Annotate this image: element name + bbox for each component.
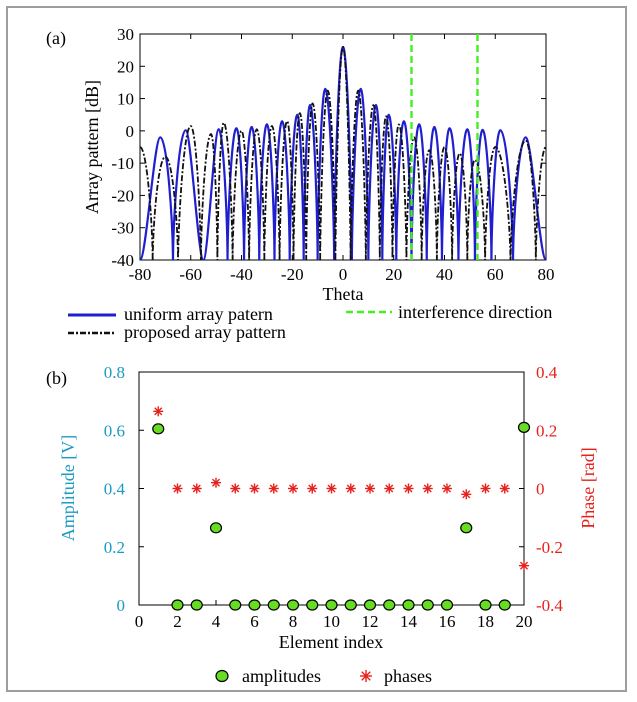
amplitude-point xyxy=(152,423,165,435)
amplitude-point xyxy=(517,421,531,433)
amplitude-point xyxy=(421,599,434,611)
x-tick-label-a: 40 xyxy=(436,265,453,284)
y-tick-label-b-right: -0.2 xyxy=(536,538,563,557)
y-tick-label-a: 30 xyxy=(117,25,134,44)
y-tick-label-b-right: -0.4 xyxy=(536,596,563,615)
y-tick-label-b-right: 0 xyxy=(536,480,545,499)
x-tick-label-b: 0 xyxy=(135,612,144,631)
y-tick-label-a: -30 xyxy=(111,219,134,238)
y-tick-label-b-left: 0 xyxy=(117,596,126,615)
phase-point xyxy=(500,484,509,493)
y-tick-label-b-left: 0.2 xyxy=(104,538,125,557)
x-tick-label-b: 12 xyxy=(362,612,379,631)
legend-phases-marker xyxy=(361,671,371,681)
y-tick-label-b-right: 0.2 xyxy=(536,421,557,440)
proposed-pattern-line xyxy=(140,46,546,260)
x-tick-label-b: 2 xyxy=(173,612,182,631)
amplitude-point xyxy=(190,599,203,611)
x-tick-label-b: 4 xyxy=(212,612,221,631)
y-tick-label-b-left: 0.8 xyxy=(104,363,125,382)
y-tick-label-b-left: 0.4 xyxy=(104,480,126,499)
phase-point xyxy=(462,490,471,499)
x-tick-label-b: 6 xyxy=(250,612,259,631)
x-tick-label-a: 80 xyxy=(538,265,555,284)
phase-point xyxy=(308,484,317,493)
phase-point xyxy=(385,484,394,493)
y-axis-label-b-left: Amplitude [V] xyxy=(58,435,78,541)
x-tick-label-b: 16 xyxy=(439,612,456,631)
x-tick-label-b: 8 xyxy=(289,612,298,631)
legend-interference-label: interference direction xyxy=(398,302,552,322)
y-axis-label-b-right: Phase [rad] xyxy=(578,447,598,528)
amplitude-point xyxy=(460,522,473,534)
x-tick-label-b: 14 xyxy=(400,612,418,631)
phase-point xyxy=(288,484,298,493)
y-tick-label-a: -20 xyxy=(111,186,134,205)
phase-point xyxy=(346,484,355,493)
legend-amplitudes-marker xyxy=(215,669,229,683)
y-tick-label-a: -40 xyxy=(111,251,134,270)
phase-point xyxy=(250,484,259,493)
y-tick-label-a: 20 xyxy=(117,57,134,76)
phase-point xyxy=(481,484,490,493)
amplitude-point xyxy=(171,599,184,611)
amplitude-point xyxy=(363,599,377,611)
amplitude-point xyxy=(229,599,242,611)
phase-point xyxy=(269,484,278,493)
amplitude-point xyxy=(402,599,415,611)
x-tick-label-a: 0 xyxy=(339,265,348,284)
legend-amplitudes-label: amplitudes xyxy=(242,666,321,686)
phase-point xyxy=(192,484,201,493)
phase-point xyxy=(173,484,182,493)
x-tick-label-a: -60 xyxy=(179,265,202,284)
amplitude-point xyxy=(325,599,338,611)
y-tick-label-a: 0 xyxy=(126,122,135,141)
x-tick-label-a: 20 xyxy=(385,265,402,284)
amplitude-point xyxy=(498,599,511,611)
phase-point xyxy=(211,478,221,487)
y-tick-label-a: 10 xyxy=(117,90,134,109)
x-tick-label-a: -20 xyxy=(281,265,304,284)
amplitude-point xyxy=(209,522,223,534)
legend-phases-label: phases xyxy=(384,666,432,686)
amplitude-point xyxy=(440,599,454,611)
x-tick-label-a: -80 xyxy=(129,265,152,284)
phase-point xyxy=(365,484,375,493)
phase-point xyxy=(404,484,413,493)
amplitude-point xyxy=(267,599,280,611)
y-tick-label-b-right: 0.4 xyxy=(536,363,558,382)
amplitude-point xyxy=(344,599,357,611)
phase-point xyxy=(423,484,432,493)
phase-point xyxy=(154,407,163,416)
x-tick-label-a: 60 xyxy=(487,265,504,284)
legend-proposed-label: proposed array pattern xyxy=(124,322,286,342)
x-tick-label-a: -40 xyxy=(230,265,253,284)
legend-uniform-label: uniform array patern xyxy=(124,304,273,324)
phase-point xyxy=(231,484,240,493)
phase-point xyxy=(327,484,336,493)
y-tick-label-a: -10 xyxy=(111,154,134,173)
uniform-pattern-line xyxy=(140,45,546,260)
panel-b-label: (b) xyxy=(46,368,67,389)
phase-point xyxy=(442,484,452,493)
x-tick-label-b: 10 xyxy=(323,612,340,631)
x-axis-label-b: Element index xyxy=(279,632,383,652)
amplitude-point xyxy=(479,599,492,611)
x-axis-label-a: Theta xyxy=(323,284,364,304)
y-tick-label-b-left: 0.6 xyxy=(104,421,125,440)
amplitude-point xyxy=(286,599,300,611)
x-tick-label-b: 20 xyxy=(516,612,533,631)
amplitude-point xyxy=(306,599,319,611)
panel-a-label: (a) xyxy=(46,28,66,49)
amplitude-point xyxy=(248,599,261,611)
amplitude-point xyxy=(383,599,396,611)
phase-point xyxy=(519,561,529,570)
x-tick-label-b: 18 xyxy=(477,612,494,631)
y-axis-label-a: Array pattern [dB] xyxy=(82,80,102,214)
